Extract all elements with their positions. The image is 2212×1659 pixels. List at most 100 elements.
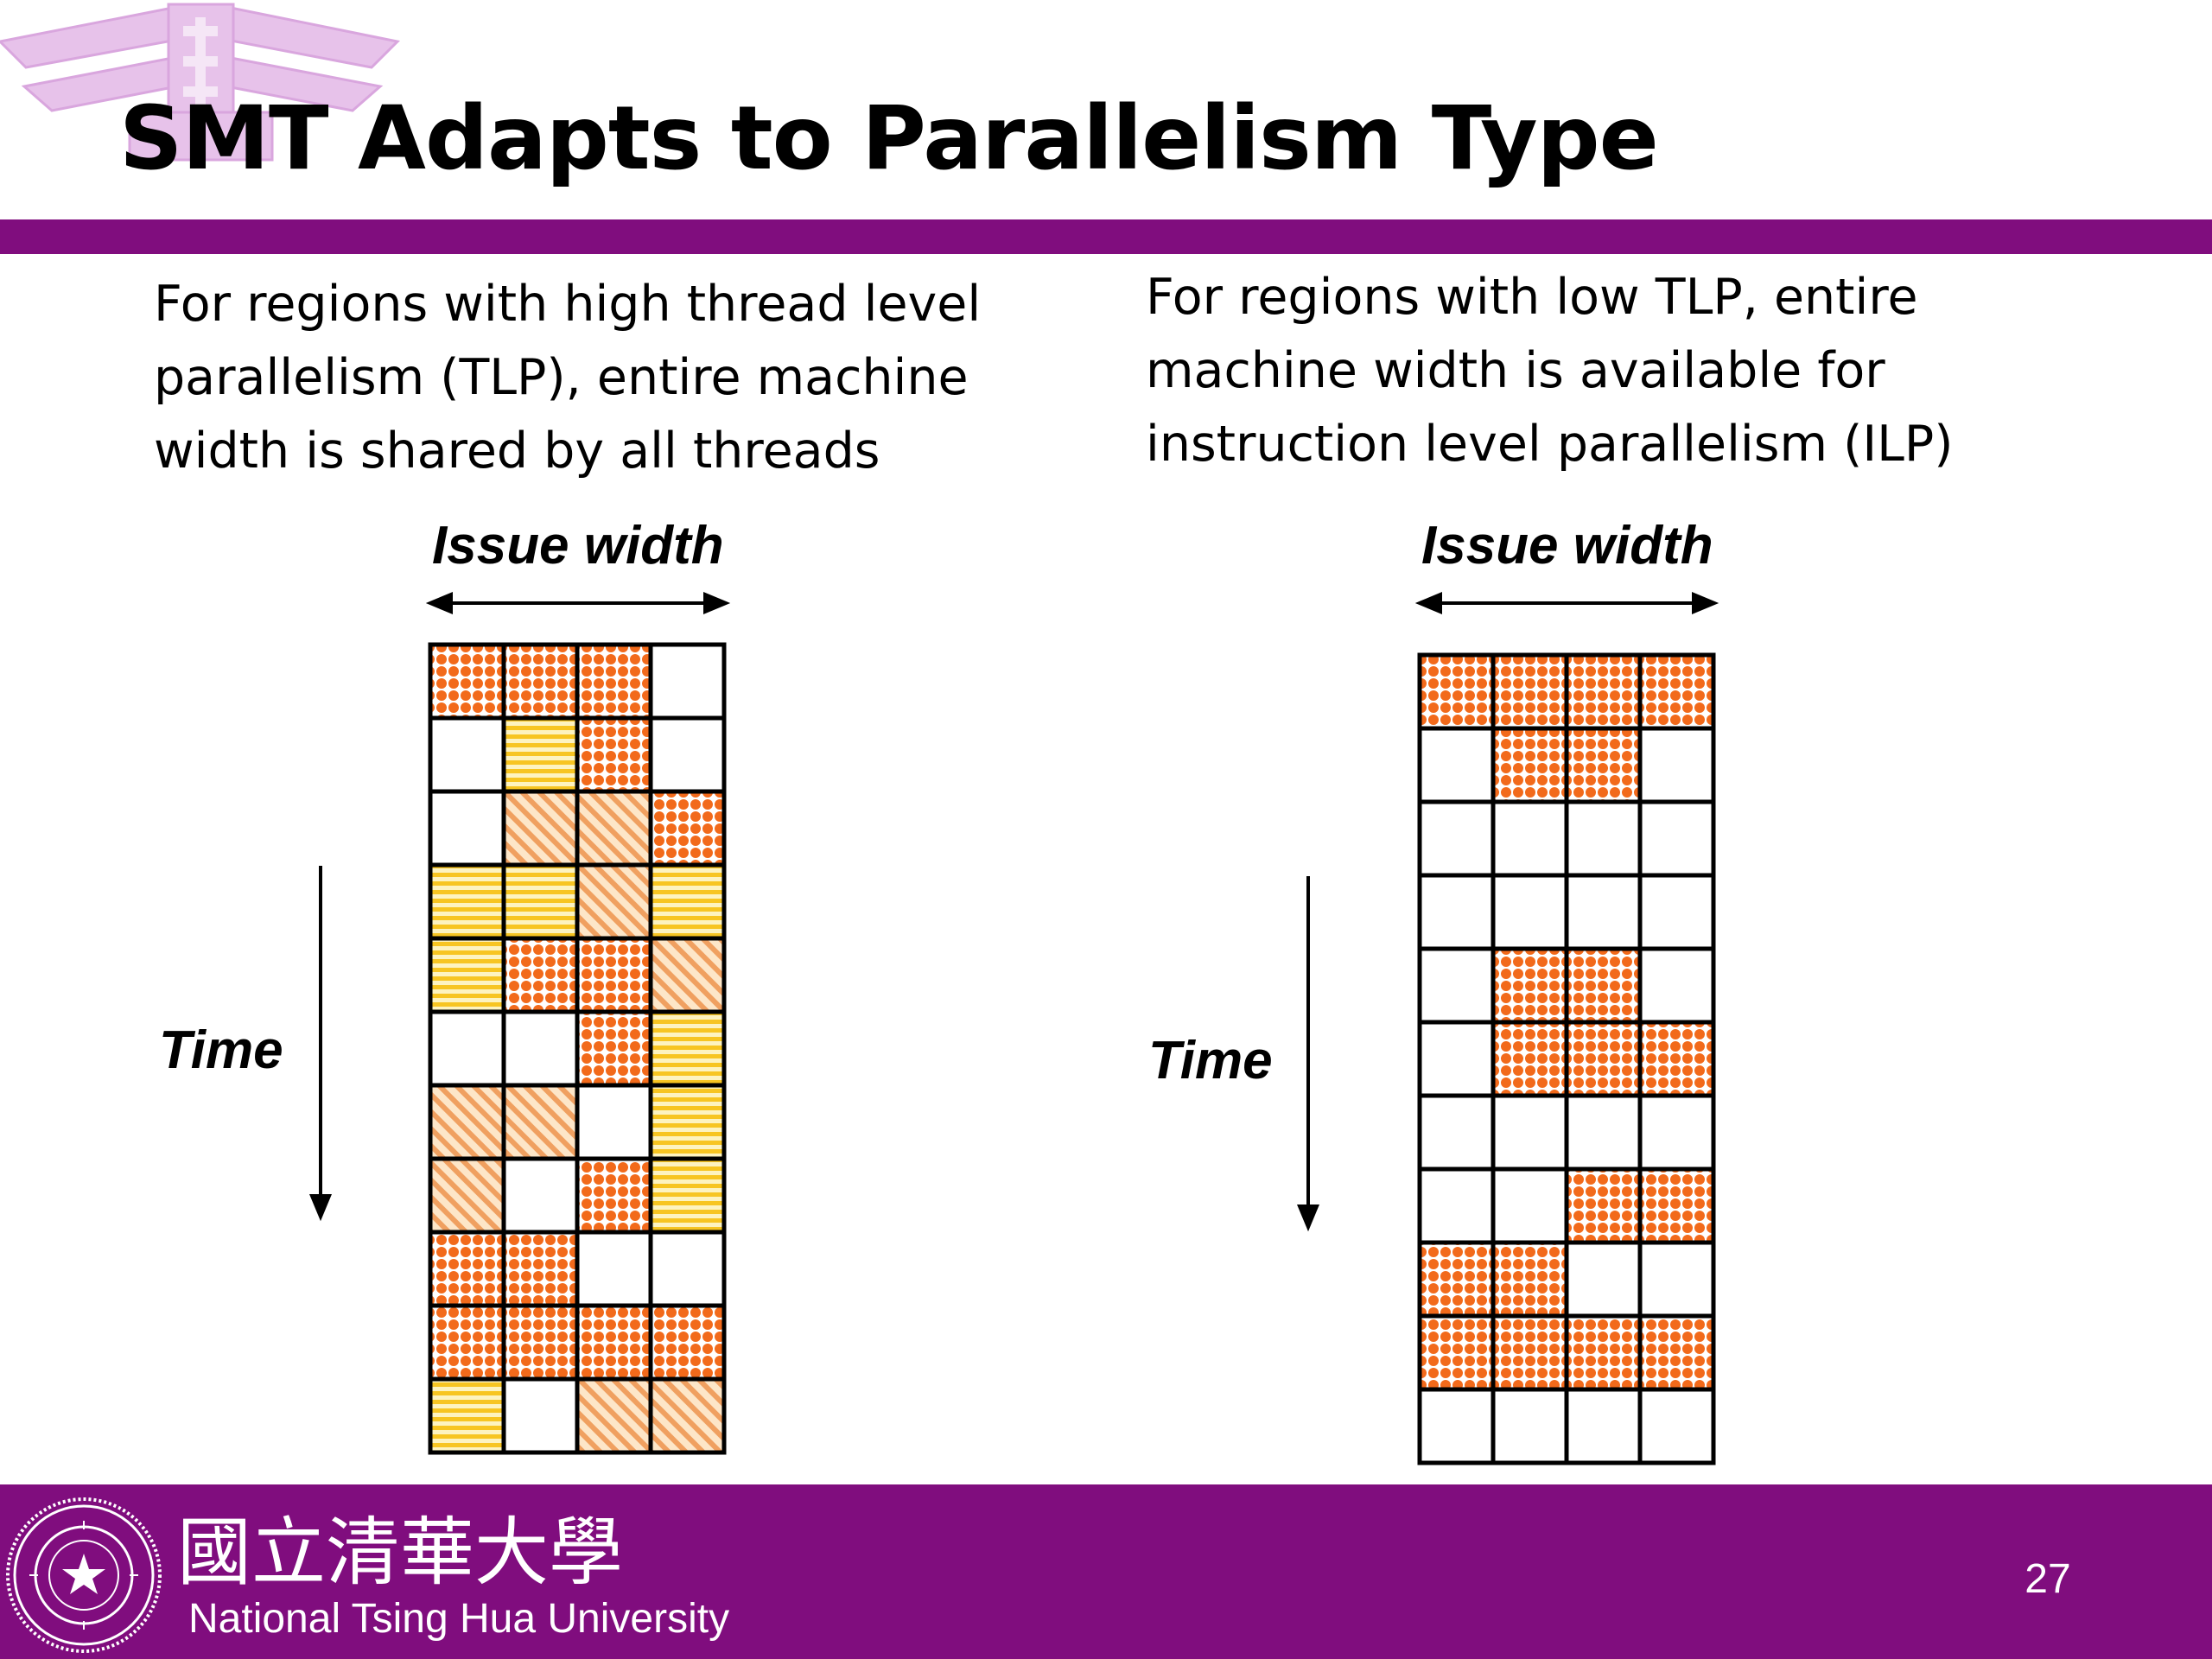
left-slot-orange-dotted-thread xyxy=(428,1303,506,1382)
right-slot-orange-dotted-thread xyxy=(1564,1020,1643,1098)
university-logo-watermark xyxy=(0,3,401,162)
title-divider-bar xyxy=(0,219,2212,254)
right-slot-empty-slot xyxy=(1637,726,1716,804)
left-slot-orange-dotted-thread xyxy=(575,936,653,1014)
left-slot-orange-dotted-thread xyxy=(575,1009,653,1088)
right-slot-empty-slot xyxy=(1417,946,1496,1025)
calligraphy-text: 國立清華大學 xyxy=(177,1510,623,1596)
right-slot-empty-slot xyxy=(1417,1166,1496,1245)
left-description-line-2: parallelism (TLP), entire machine xyxy=(154,349,969,406)
right-slot-empty-slot xyxy=(1564,1240,1643,1319)
right-slot-empty-slot xyxy=(1417,726,1496,804)
university-seal-icon xyxy=(6,1497,162,1653)
left-issue-width-label: Issue width xyxy=(432,516,724,575)
left-slot-orange-dotted-thread xyxy=(428,642,506,721)
left-slot-yellow-striped-thread xyxy=(648,1083,727,1161)
left-slot-empty-slot xyxy=(428,715,506,794)
left-description-line-3: width is shared by all threads xyxy=(154,423,880,480)
right-slot-orange-dotted-thread xyxy=(1491,1313,1569,1392)
left-slot-yellow-striped-thread xyxy=(501,715,580,794)
right-slot-empty-slot xyxy=(1417,1387,1496,1465)
left-slot-empty-slot xyxy=(648,1230,727,1308)
right-slot-empty-slot xyxy=(1637,799,1716,878)
right-slot-orange-dotted-thread xyxy=(1417,652,1496,731)
right-slot-empty-slot xyxy=(1564,873,1643,951)
right-slot-empty-slot xyxy=(1564,1093,1643,1172)
left-slot-orange-dotted-thread xyxy=(501,1303,580,1382)
right-slot-empty-slot xyxy=(1491,799,1569,878)
left-slot-yellow-striped-thread xyxy=(428,936,506,1014)
left-slot-empty-slot xyxy=(648,642,727,721)
page-number: 27 xyxy=(2024,1556,2071,1602)
left-slot-empty-slot xyxy=(428,789,506,868)
left-slot-yellow-striped-thread xyxy=(648,1009,727,1088)
left-slot-empty-slot xyxy=(575,1083,653,1161)
right-slot-orange-dotted-thread xyxy=(1637,1166,1716,1245)
left-slot-orange-diagonal-thread xyxy=(428,1083,506,1161)
right-slot-grid xyxy=(1417,652,1716,1465)
right-slot-orange-dotted-thread xyxy=(1637,652,1716,731)
left-slot-orange-dotted-thread xyxy=(501,642,580,721)
right-slot-empty-slot xyxy=(1637,1240,1716,1319)
left-issue-width-arrow xyxy=(425,592,731,614)
right-slot-empty-slot xyxy=(1564,799,1643,878)
left-slot-empty-slot xyxy=(575,1230,653,1308)
left-slot-orange-dotted-thread xyxy=(648,1303,727,1382)
right-slot-orange-dotted-thread xyxy=(1491,1020,1569,1098)
left-slot-orange-dotted-thread xyxy=(648,789,727,868)
right-slot-empty-slot xyxy=(1417,1020,1496,1098)
right-slot-empty-slot xyxy=(1491,1387,1569,1465)
right-slot-orange-dotted-thread xyxy=(1417,1313,1496,1392)
left-slot-grid xyxy=(428,642,727,1455)
right-slot-orange-dotted-thread xyxy=(1491,652,1569,731)
page-title: SMT Adapts to Parallelism Type xyxy=(119,87,1659,190)
right-slot-empty-slot xyxy=(1491,873,1569,951)
left-slot-orange-diagonal-thread xyxy=(501,789,580,868)
right-slot-orange-dotted-thread xyxy=(1564,1166,1643,1245)
right-time-arrow xyxy=(1297,876,1319,1232)
left-slot-orange-dotted-thread xyxy=(575,1156,653,1235)
left-slot-empty-slot xyxy=(648,715,727,794)
left-slot-orange-dotted-thread xyxy=(501,936,580,1014)
right-time-label: Time xyxy=(1148,1031,1273,1090)
left-slot-empty-slot xyxy=(501,1156,580,1235)
right-description-line-3: instruction level parallelism (ILP) xyxy=(1146,416,1954,473)
left-slot-yellow-striped-thread xyxy=(648,862,727,941)
right-issue-width-arrow xyxy=(1414,592,1719,614)
university-name-calligraphy: 國立清華大學 xyxy=(177,1510,623,1596)
left-slot-orange-diagonal-thread xyxy=(428,1156,506,1235)
left-slot-orange-diagonal-thread xyxy=(648,1376,727,1455)
left-time-arrow xyxy=(309,866,332,1222)
left-slot-yellow-striped-thread xyxy=(648,1156,727,1235)
right-slot-orange-dotted-thread xyxy=(1491,1240,1569,1319)
left-slot-empty-slot xyxy=(428,1009,506,1088)
left-slot-yellow-striped-thread xyxy=(428,1376,506,1455)
left-slot-yellow-striped-thread xyxy=(428,862,506,941)
right-slot-orange-dotted-thread xyxy=(1564,946,1643,1025)
right-slot-orange-dotted-thread xyxy=(1564,726,1643,804)
left-slot-orange-diagonal-thread xyxy=(575,789,653,868)
left-slot-orange-dotted-thread xyxy=(501,1230,580,1308)
left-description: For regions with high thread level paral… xyxy=(154,268,1070,488)
right-slot-empty-slot xyxy=(1417,1093,1496,1172)
left-slot-orange-diagonal-thread xyxy=(575,1376,653,1455)
right-slot-orange-dotted-thread xyxy=(1417,1240,1496,1319)
right-slot-orange-dotted-thread xyxy=(1637,1020,1716,1098)
right-description-line-1: For regions with low TLP, entire xyxy=(1146,269,1918,326)
left-slot-orange-dotted-thread xyxy=(575,715,653,794)
left-description-line-1: For regions with high thread level xyxy=(154,276,982,333)
left-slot-orange-diagonal-thread xyxy=(575,862,653,941)
right-slot-empty-slot xyxy=(1637,873,1716,951)
right-slot-orange-dotted-thread xyxy=(1637,1313,1716,1392)
left-slot-orange-diagonal-thread xyxy=(501,1083,580,1161)
right-slot-orange-dotted-thread xyxy=(1491,946,1569,1025)
university-name: National Tsing Hua University xyxy=(188,1596,730,1642)
right-slot-empty-slot xyxy=(1637,1387,1716,1465)
right-description-line-2: machine width is available for xyxy=(1146,342,1885,399)
left-slot-yellow-striped-thread xyxy=(501,862,580,941)
right-slot-empty-slot xyxy=(1637,946,1716,1025)
right-slot-orange-dotted-thread xyxy=(1564,652,1643,731)
left-slot-empty-slot xyxy=(501,1009,580,1088)
